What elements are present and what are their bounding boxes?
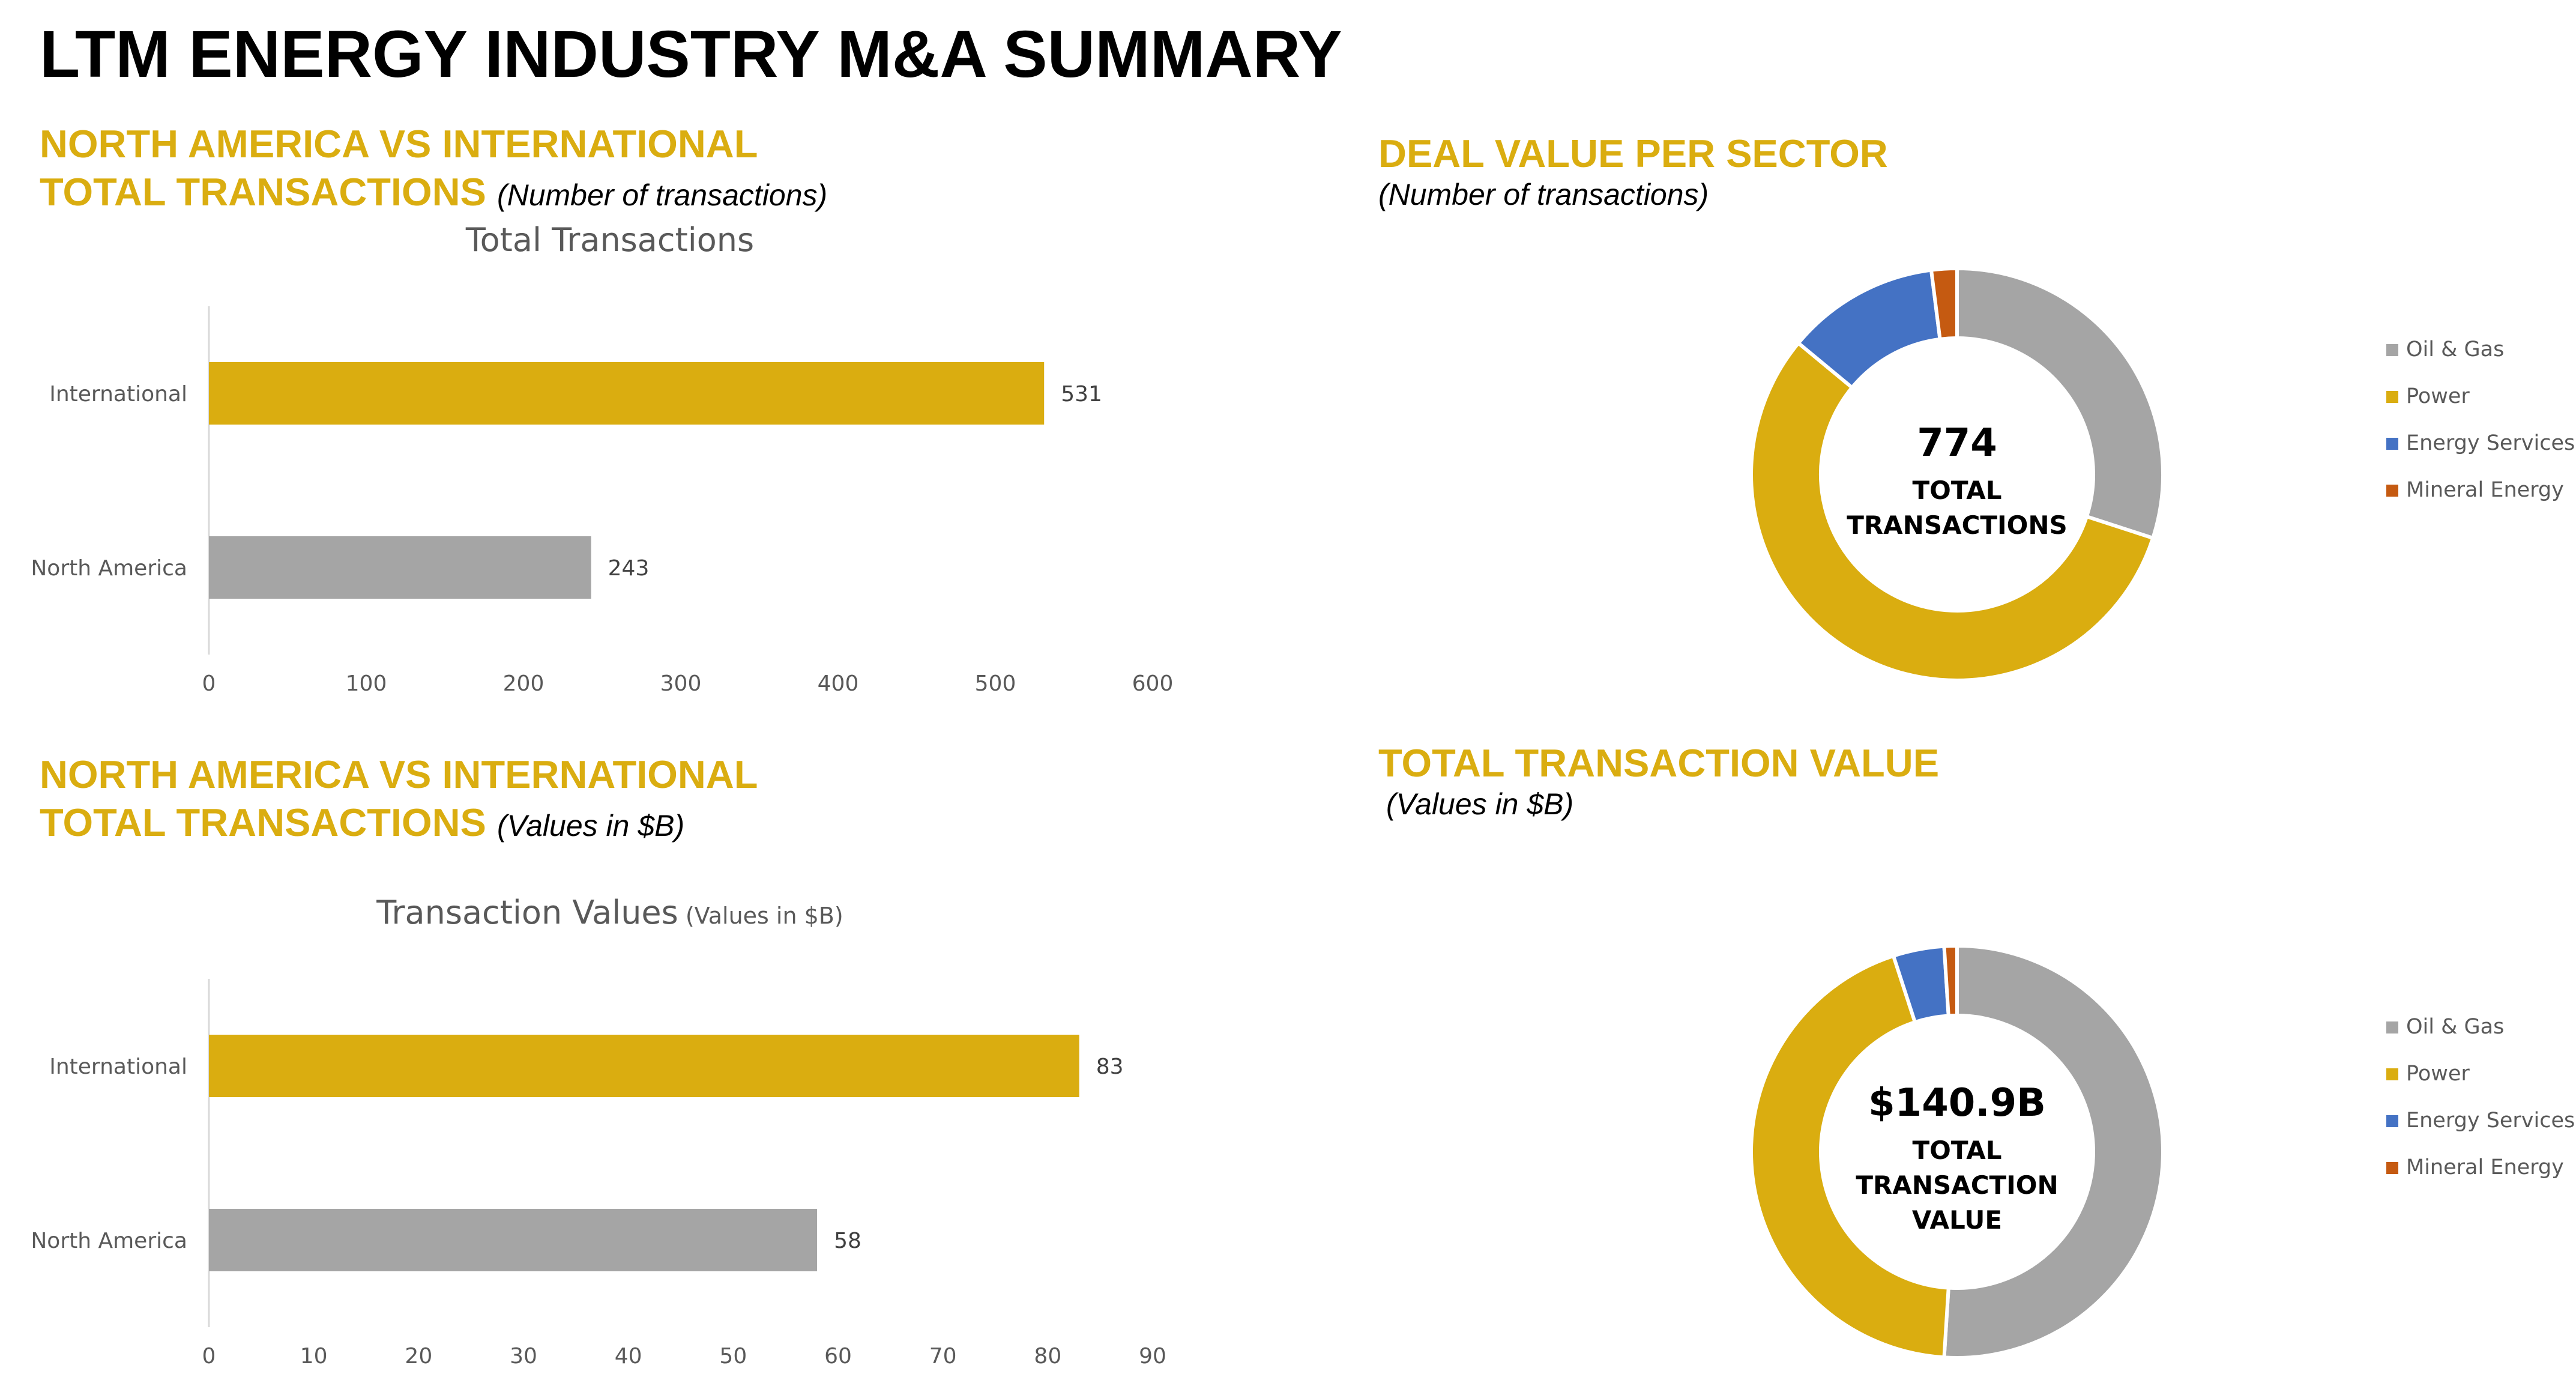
x-tick-label: 10: [300, 1344, 328, 1369]
chart-title-text: Transaction Values: [376, 894, 678, 931]
x-tick-label: 100: [346, 671, 387, 696]
section-title-deal-value-per-sector: DEAL VALUE PER SECTOR: [1378, 132, 1888, 175]
legend-label-mineral-energy: Mineral Energy: [2406, 478, 2564, 502]
legend-swatch-mineral-energy: [2386, 1162, 2398, 1174]
section-title-na-vs-intl-count: NORTH AMERICA VS INTERNATIONAL TOTAL TRA…: [40, 120, 827, 219]
bar-north-america: [209, 536, 591, 599]
x-tick-label: 80: [1034, 1344, 1061, 1369]
legend-swatch-energy-services: [2386, 438, 2398, 450]
donut-slice-mineral-energy: [1929, 266, 1959, 342]
section-subtitle-total-transaction-value: (Values in $B): [1386, 787, 1574, 821]
x-tick-label: 500: [975, 671, 1016, 696]
chart-title-text: Total Transactions: [465, 221, 754, 259]
x-tick-label: 60: [824, 1344, 852, 1369]
legend-label-oil-gas: Oil & Gas: [2406, 337, 2504, 362]
x-tick-label: 0: [202, 671, 216, 696]
category-label-north-america: North America: [31, 1229, 187, 1253]
data-label-international: 83: [1096, 1055, 1124, 1079]
donut-center-label: TRANSACTION: [1856, 1170, 2058, 1200]
donut-center-label: TRANSACTIONS: [1847, 510, 2068, 540]
x-tick-label: 600: [1132, 671, 1174, 696]
legend-swatch-mineral-energy: [2386, 485, 2398, 497]
legend-swatch-energy-services: [2386, 1115, 2398, 1127]
x-tick-label: 90: [1139, 1344, 1166, 1369]
section-title-line2: TOTAL TRANSACTIONS (Values in $B): [40, 799, 758, 850]
x-tick-label: 50: [719, 1344, 747, 1369]
donut-slice-oil-gas: [1955, 266, 2165, 540]
legend-swatch-power: [2386, 1068, 2398, 1080]
section-title-line2-text: TOTAL TRANSACTIONS: [40, 170, 486, 214]
donut-slice-power: [1749, 340, 2155, 682]
section-subtitle-deal-value-per-sector: (Number of transactions): [1378, 178, 1709, 211]
page-title: LTM ENERGY INDUSTRY M&A SUMMARY: [40, 17, 1342, 91]
legend-label-power: Power: [2406, 384, 2470, 408]
legend-label-power: Power: [2406, 1062, 2470, 1086]
x-tick-label: 20: [405, 1344, 432, 1369]
chart-title: Transaction Values (Values in $B): [376, 894, 843, 931]
donut-center-value: 774: [1917, 421, 1997, 465]
donut-slice-power: [1749, 954, 1950, 1360]
section-title-line2-text: TOTAL TRANSACTIONS: [40, 800, 486, 844]
data-label-north-america: 58: [834, 1229, 861, 1253]
data-label-international: 531: [1061, 382, 1102, 407]
category-label-north-america: North America: [31, 556, 187, 581]
x-tick-label: 30: [510, 1344, 537, 1369]
category-label-international: International: [49, 1055, 187, 1079]
x-tick-label: 200: [503, 671, 544, 696]
x-tick-label: 300: [660, 671, 702, 696]
section-title-na-vs-intl-value: NORTH AMERICA VS INTERNATIONAL TOTAL TRA…: [40, 751, 758, 850]
bar-north-america: [209, 1209, 818, 1271]
legend-label-energy-services: Energy Services: [2406, 1109, 2575, 1133]
legend-swatch-power: [2386, 391, 2398, 403]
bar-international: [209, 1035, 1079, 1097]
x-tick-label: 400: [818, 671, 859, 696]
section-subtitle: (Values in $B): [496, 809, 685, 843]
total-transactions-bar-chart: Total Transactions International 531 North …: [31, 221, 1174, 696]
data-label-north-america: 243: [608, 556, 650, 581]
section-title-line1: NORTH AMERICA VS INTERNATIONAL: [40, 752, 758, 796]
section-title-line1: NORTH AMERICA VS INTERNATIONAL: [40, 122, 758, 166]
legend-label-mineral-energy: Mineral Energy: [2406, 1155, 2564, 1179]
bar-international: [209, 362, 1045, 425]
donut-slice-oil-gas: [1942, 943, 2165, 1360]
deal-value-per-sector-donut-chart: 774 TOTAL TRANSACTIONS Oil & Gas Power Energy…: [1749, 266, 2575, 682]
chart-title-suffix: (Values in $B): [678, 903, 843, 929]
donut-center-label: TOTAL: [1912, 1136, 2001, 1165]
legend-swatch-oil-gas: [2386, 344, 2398, 356]
x-tick-label: 40: [615, 1344, 642, 1369]
category-label-international: International: [49, 382, 187, 407]
legend-label-oil-gas: Oil & Gas: [2406, 1015, 2504, 1039]
total-transaction-value-donut-chart: $140.9B TOTAL TRANSACTION VALUE Oil & Gas Pow…: [1749, 943, 2575, 1360]
donut-center-label: TOTAL: [1912, 476, 2001, 505]
legend-label-energy-services: Energy Services: [2406, 431, 2575, 455]
x-tick-label: 0: [202, 1344, 216, 1369]
x-tick-label: 70: [929, 1344, 957, 1369]
section-title-total-transaction-value: TOTAL TRANSACTION VALUE: [1378, 741, 1940, 785]
legend-swatch-oil-gas: [2386, 1021, 2398, 1033]
chart-title: Total Transactions: [465, 221, 754, 259]
donut-center-value: $140.9B: [1868, 1081, 2046, 1125]
section-title-line2: TOTAL TRANSACTIONS (Number of transactio…: [40, 168, 827, 219]
donut-slice-mineral-energy: [1942, 943, 1959, 1018]
transaction-values-bar-chart: Transaction Values (Values in $B) Interna…: [31, 894, 1166, 1369]
donut-center-label: VALUE: [1912, 1205, 2002, 1235]
section-subtitle: (Number of transactions): [496, 178, 828, 212]
